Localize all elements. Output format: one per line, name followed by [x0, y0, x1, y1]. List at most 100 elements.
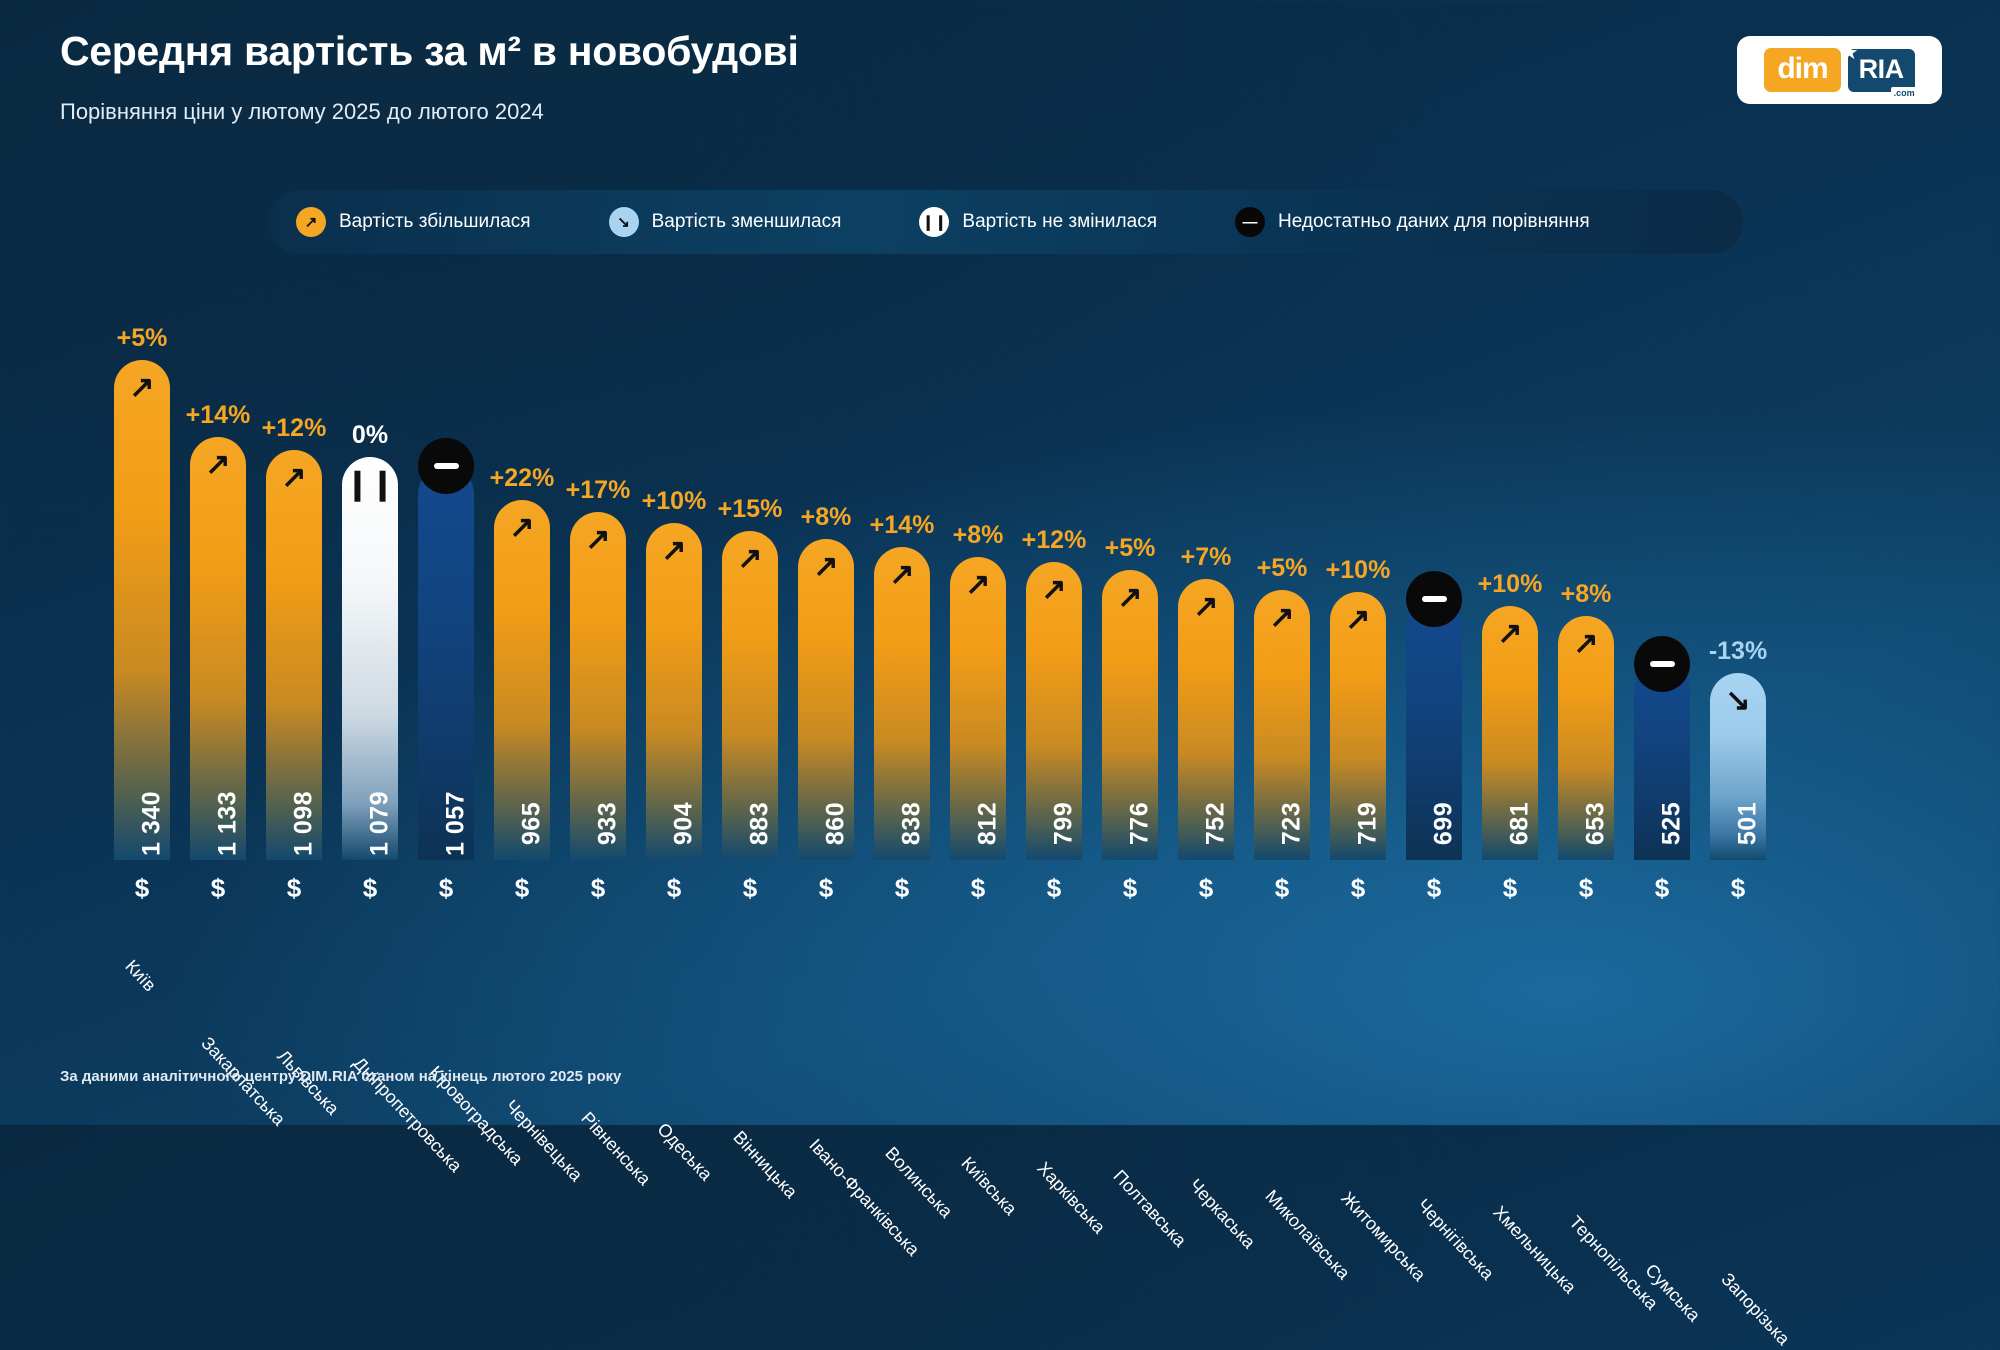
bar-value-wrap: 681 [1482, 690, 1558, 860]
bar-change-label: +10% [1477, 570, 1543, 598]
arrow-up-right-icon: ↗ [737, 542, 763, 575]
currency-symbol: $ [286, 873, 302, 903]
currency-symbol: $ [1198, 873, 1214, 903]
arrow-up-right-icon: ↗ [1497, 617, 1523, 650]
bar-column[interactable]: +12% ↗ 1 098 $ Львівська [256, 300, 343, 1119]
bar-column[interactable]: +5% ↗ 1 340 $ Київ [104, 300, 180, 995]
bar[interactable]: ↗ 681 $ Хмельницька [1482, 606, 1580, 1297]
bar[interactable]: ❙❙ 1 079 $ Дніпропетровська [342, 457, 466, 1176]
region-label: Вінницька [729, 1127, 802, 1203]
region-label: Одеська [653, 1119, 717, 1185]
dim-ria-logo[interactable]: dim ★ RIA .com [1737, 36, 1942, 104]
bar[interactable]: 699 $ Чернігівська [1406, 571, 1498, 1284]
footer-note: За даними аналітичного центру DIM.RIA ст… [60, 1068, 622, 1085]
bar-change-label: +12% [261, 414, 327, 442]
currency-symbol: $ [210, 873, 226, 903]
bar[interactable]: ↗ 838 $ Волинська [874, 547, 957, 1222]
bar[interactable]: ↗ 860 $ Івано-Франківська [798, 539, 924, 1260]
bar[interactable]: ↗ 723 $ Миколаївська [1254, 590, 1354, 1283]
bar-column[interactable]: +5% ↗ 723 $ Миколаївська [1244, 300, 1354, 1283]
bar[interactable]: ↗ 904 $ Одеська [646, 523, 716, 1184]
logo-dim-text: dim [1764, 48, 1841, 92]
bar-column[interactable]: +22% ↗ 965 $ Чернівецька [484, 300, 587, 1186]
region-label: Рівненська [577, 1108, 655, 1190]
bar-column[interactable]: +10% ↗ 719 $ Житомирська [1320, 300, 1430, 1285]
dash-icon [1634, 636, 1690, 692]
legend: ↗ Вартість збільшилася ↘ Вартість зменшилас… [268, 190, 1743, 254]
bar-value-wrap: 860 [798, 690, 874, 860]
bar-column[interactable]: 0% ❙❙ 1 079 $ Дніпропетровська [332, 300, 466, 1176]
bar-column[interactable]: +5% ↗ 776 $ Полтавська [1092, 300, 1190, 1251]
logo-com-text: .com [1890, 86, 1918, 99]
currency-symbol: $ [1046, 873, 1062, 903]
arrow-up-right-icon: ↗ [1345, 603, 1371, 636]
bar-column[interactable]: -13% ↘ 501 $ Запорізька [1700, 300, 1794, 1349]
bar-column[interactable]: +8% ↗ 860 $ Івано-Франківська [788, 300, 924, 1260]
bar[interactable]: ↗ 776 $ Полтавська [1102, 570, 1190, 1251]
logo-ria-text: RIA [1847, 48, 1915, 92]
bar-column[interactable]: +8% ↗ 812 $ Київська [940, 300, 1021, 1219]
bar-value-label: 776 [1125, 801, 1154, 846]
bar-column[interactable]: 1 057 $ Кіровоградська [408, 300, 527, 1169]
currency-symbol: $ [590, 873, 606, 903]
bar-column[interactable]: +10% ↗ 904 $ Одеська [636, 300, 717, 1185]
arrow-up-right-icon: ↗ [281, 461, 307, 494]
bar-column[interactable]: +12% ↗ 799 $ Харківська [1016, 300, 1110, 1238]
bar[interactable]: ↗ 1 133 $ Закарпатська [190, 437, 289, 1129]
bar-column[interactable]: +14% ↗ 1 133 $ Закарпатська [180, 300, 290, 1130]
bar-column[interactable]: +10% ↗ 681 $ Хмельницька [1472, 300, 1580, 1298]
arrow-up-right-icon: ↗ [1573, 627, 1599, 660]
bar-value-label: 752 [1201, 801, 1230, 846]
region-label: Хмельницька [1489, 1202, 1581, 1298]
bar[interactable]: ↗ 719 $ Житомирська [1330, 592, 1430, 1285]
bar-value-label: 699 [1429, 801, 1458, 846]
bar-column[interactable]: 525 $ Сумська [1624, 300, 1704, 1325]
arrow-up-right-icon: ↗ [129, 371, 155, 404]
bar-column[interactable]: +8% ↗ 653 $ Тернопільська [1548, 300, 1662, 1314]
bar-column[interactable]: +15% ↗ 883 $ Вінницька [712, 300, 802, 1203]
bar-value-wrap: 904 [646, 690, 722, 860]
bar-value-label: 723 [1277, 801, 1306, 846]
bars-container: +5% ↗ 1 340 $ Київ +14% ↗ 1 133 $ Закарпатська +12… [104, 300, 1794, 1349]
bar-value-wrap: 838 [874, 690, 950, 860]
bar-change-label: +17% [565, 476, 631, 504]
currency-symbol: $ [1274, 873, 1290, 903]
bar[interactable]: 1 057 $ Кіровоградська [418, 438, 527, 1169]
bar[interactable]: ↗ 1 340 $ Київ [114, 360, 170, 995]
legend-item-dash: — Недостатньо даних для порівняння [1234, 207, 1590, 237]
bar-column[interactable]: 699 $ Чернігівська [1396, 300, 1498, 1284]
arrow-up-right-icon: ↗ [813, 550, 839, 583]
bar-change-label: +5% [116, 324, 168, 352]
bar-column[interactable]: +17% ↗ 933 $ Рівненська [560, 300, 655, 1190]
currency-symbol: $ [970, 873, 986, 903]
bar[interactable]: ↗ 883 $ Вінницька [722, 531, 801, 1202]
bar-column[interactable]: +7% ↗ 752 $ Черкаська [1168, 300, 1259, 1252]
bar[interactable]: ↗ 933 $ Рівненська [570, 512, 655, 1189]
bar-column[interactable]: +14% ↗ 838 $ Волинська [864, 300, 957, 1222]
arrow-down-right-icon: ↘ [1725, 684, 1751, 717]
arrow-up-right-icon: ↗ [661, 534, 687, 567]
bar-value-wrap: 1 340 [114, 690, 190, 860]
bar-value-label: 681 [1505, 801, 1534, 846]
bar-change-label: +5% [1256, 554, 1308, 582]
bar-value-label: 965 [517, 801, 546, 846]
bar[interactable]: ↗ 1 098 $ Львівська [266, 450, 343, 1119]
bar[interactable]: ↗ 812 $ Київська [950, 557, 1021, 1219]
region-label: Запорізька [1717, 1269, 1794, 1349]
star-icon: ★ [1840, 41, 1859, 64]
bar[interactable]: 525 $ Сумська [1634, 636, 1704, 1325]
bar[interactable]: ↗ 752 $ Черкаська [1178, 579, 1259, 1252]
currency-symbol: $ [1426, 873, 1442, 903]
dash-glyph [433, 463, 459, 469]
bar[interactable]: ↗ 799 $ Харківська [1026, 562, 1109, 1237]
bar-change-label: +5% [1104, 534, 1156, 562]
arrow-up-right-icon: ↗ [1193, 590, 1219, 623]
bar[interactable]: ↗ 653 $ Тернопільська [1558, 616, 1662, 1314]
currency-symbol: $ [1578, 873, 1594, 903]
bar[interactable]: ↘ 501 $ Запорізька [1710, 673, 1794, 1349]
currency-symbol: $ [1122, 873, 1138, 903]
legend-item-label: Вартість збільшилася [339, 211, 531, 232]
bar-change-label: +14% [869, 511, 935, 539]
bar[interactable]: ↗ 965 $ Чернівецька [494, 500, 586, 1185]
region-label: Тернопільська [1565, 1212, 1663, 1314]
